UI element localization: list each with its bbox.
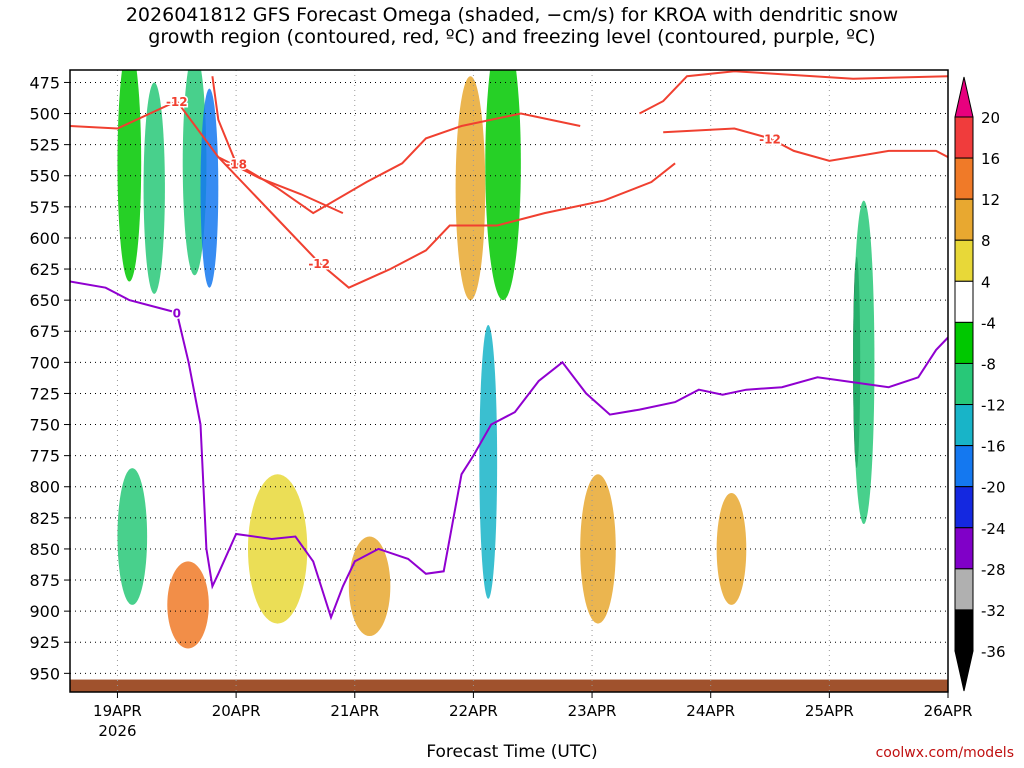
colorbar-label-6: -8 <box>981 355 996 373</box>
freezing-contour-0-label: 0 <box>173 307 181 321</box>
colorbar-swatch-1 <box>954 157 974 200</box>
colorbar-bottom-arrow <box>954 650 974 692</box>
omega-region-14 <box>853 200 875 525</box>
colorbar-label-11: -28 <box>981 561 1006 579</box>
colorbar-label-10: -24 <box>981 520 1006 538</box>
dgz-contour-3-label: -12 <box>759 132 781 146</box>
colorbar-top-arrow <box>954 76 974 118</box>
colorbar-label-0: 20 <box>981 109 1000 127</box>
y-tick-label-19: 950 <box>29 664 60 683</box>
x-tick-label-0: 19APR <box>93 702 142 720</box>
y-tick-label-12: 775 <box>29 447 60 466</box>
omega-region-12 <box>716 492 747 605</box>
dgz-contour-1 <box>211 76 581 215</box>
colorbar-label-3: 8 <box>981 232 991 250</box>
omega-shading <box>117 70 875 649</box>
omega-region-8 <box>455 76 486 301</box>
x-year-label: 2026 <box>98 722 136 740</box>
colorbar-label-4: 4 <box>981 273 991 291</box>
y-tick-label-8: 675 <box>29 322 60 341</box>
x-tick-label-7: 26APR <box>924 702 973 720</box>
title-line-2: growth region (contoured, red, ºC) and f… <box>148 26 876 48</box>
colorbar-swatch-7 <box>954 404 974 447</box>
y-tick-label-2: 525 <box>29 136 60 155</box>
y-tick-label-1: 500 <box>29 105 60 124</box>
plot-frame <box>69 69 949 693</box>
x-tick-label-3: 22APR <box>449 702 498 720</box>
omega-region-0 <box>117 70 142 282</box>
omega-region-2 <box>182 70 207 276</box>
title-line-1: 2026041812 GFS Forecast Omega (shaded, −… <box>125 4 899 26</box>
ground-band <box>70 679 948 692</box>
omega-region-6 <box>247 474 308 624</box>
y-tick-label-9: 700 <box>29 353 60 372</box>
x-tick-label-6: 25APR <box>805 702 854 720</box>
omega-region-5 <box>167 561 209 649</box>
colorbar-swatch-12 <box>954 609 974 652</box>
colorbar-swatch-2 <box>954 198 974 241</box>
colorbar-label-1: 16 <box>981 150 1000 168</box>
colorbar-swatch-10 <box>954 527 974 570</box>
y-tick-label-4: 575 <box>29 198 60 217</box>
contours: -12-18-12-120 <box>70 70 948 621</box>
omega-region-3 <box>200 88 219 288</box>
x-tick-label-1: 20APR <box>212 702 261 720</box>
y-tick-label-17: 900 <box>29 602 60 621</box>
y-tick-label-6: 625 <box>29 260 60 279</box>
colorbar-swatch-9 <box>954 486 974 529</box>
terrain-ground <box>70 679 948 692</box>
colorbar-label-9: -20 <box>981 479 1006 497</box>
omega-region-7 <box>348 536 391 637</box>
colorbar-swatch-8 <box>954 445 974 488</box>
omega-region-1 <box>143 82 165 294</box>
y-tick-label-11: 750 <box>29 416 60 435</box>
x-tick-label-4: 23APR <box>568 702 617 720</box>
x-axis-title: Forecast Time (UTC) <box>426 742 598 762</box>
freezing-contour-0 <box>70 280 948 621</box>
x-tick-label-5: 24APR <box>686 702 735 720</box>
axes: 475 500 525 550 575 600 625 650 675 700 725 750 775 8… <box>29 69 973 740</box>
dgz-contour-3 <box>663 127 948 162</box>
colorbar-swatch-5 <box>954 321 974 364</box>
y-tick-label-14: 825 <box>29 509 60 528</box>
dgz-contour-2 <box>217 156 676 289</box>
x-tick-label-2: 21APR <box>330 702 379 720</box>
omega-region-10 <box>485 70 521 301</box>
omega-region-4 <box>117 468 148 605</box>
colorbar-label-2: 12 <box>981 191 1000 209</box>
y-tick-label-16: 875 <box>29 571 60 590</box>
colorbar-swatch-0 <box>954 116 974 159</box>
y-tick-label-13: 800 <box>29 478 60 497</box>
colorbar-label-8: -16 <box>981 438 1006 456</box>
y-tick-label-18: 925 <box>29 633 60 652</box>
y-tick-label-3: 550 <box>29 167 60 186</box>
colorbar-label-13: -36 <box>981 643 1006 661</box>
omega-region-9 <box>479 325 498 599</box>
colorbar-swatch-11 <box>954 568 974 611</box>
colorbar-swatch-4 <box>954 280 974 323</box>
dgz-contour-4 <box>639 70 948 115</box>
y-tick-label-15: 850 <box>29 540 60 559</box>
colorbar-label-7: -12 <box>981 397 1006 415</box>
y-tick-label-10: 725 <box>29 384 60 403</box>
y-tick-label-7: 650 <box>29 291 60 310</box>
colorbar-swatch-6 <box>954 362 974 406</box>
y-tick-label-0: 475 <box>29 73 60 92</box>
colorbar-label-12: -32 <box>981 602 1006 620</box>
y-tick-label-5: 600 <box>29 229 60 248</box>
chart-title: 2026041812 GFS Forecast Omega (shaded, −… <box>0 4 1024 48</box>
colorbar: 20 16 12 8 4 -4 -8 -12 -16 -20 -24 -28 -32 -36 <box>954 76 1006 692</box>
colorbar-swatch-3 <box>954 239 974 282</box>
dgz-contour-0-label: -12 <box>166 95 188 109</box>
credit-link[interactable]: coolwx.com/models <box>875 745 1014 761</box>
colorbar-label-5: -4 <box>981 314 996 332</box>
dgz-contour-2-label: -12 <box>308 257 330 271</box>
omega-region-11 <box>580 474 616 624</box>
